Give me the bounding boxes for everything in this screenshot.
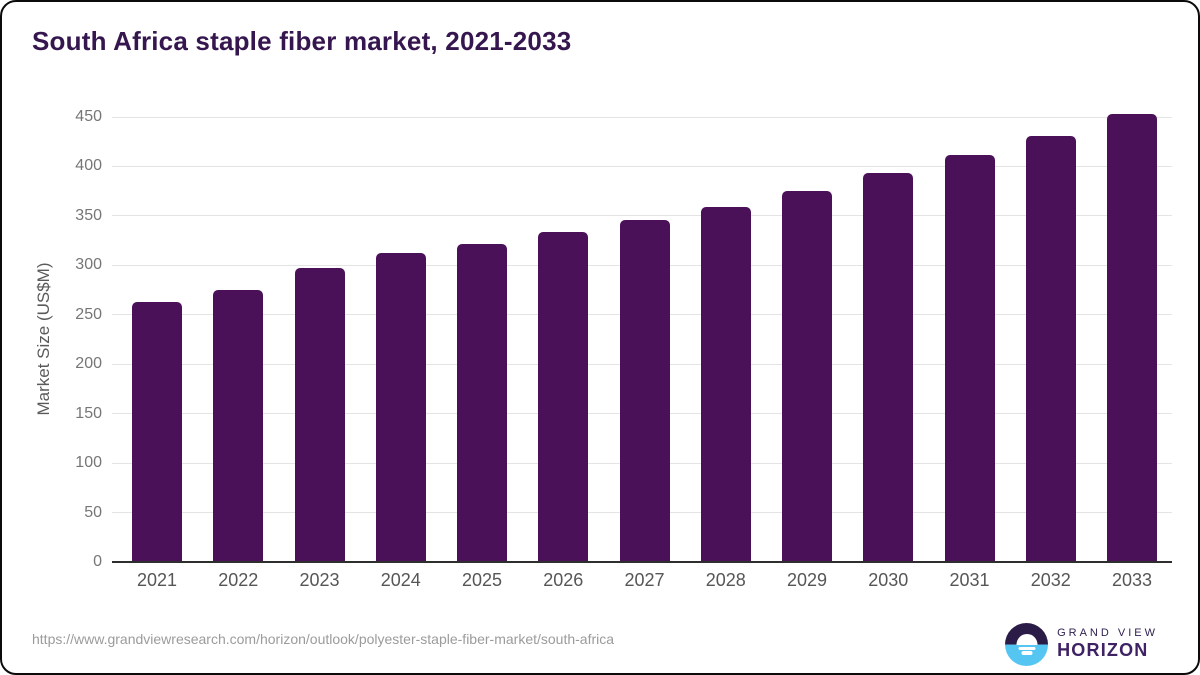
x-axis-label: 2029 (786, 570, 828, 590)
y-axis-tick-label: 50 (84, 503, 102, 521)
y-axis-tick-label: 450 (75, 108, 102, 125)
y-axis-tick-label: 250 (75, 305, 102, 323)
x-axis-label: 2023 (299, 570, 340, 590)
bar-2027 (619, 219, 670, 562)
x-axis-label: 2031 (949, 570, 990, 590)
x-axis-label: 2033 (1111, 570, 1153, 590)
bar-2025 (457, 243, 507, 562)
x-axis-label: 2026 (543, 570, 584, 590)
y-axis-tick-label: 300 (75, 256, 102, 274)
x-axis-label: 2028 (705, 570, 746, 590)
x-axis-label: 2030 (868, 570, 909, 590)
x-axis-label: 2022 (218, 570, 259, 590)
bar-2032 (1025, 135, 1076, 562)
grandview-horizon-logo: GRAND VIEW HORIZON (1005, 623, 1158, 666)
sun-reflection-bar-icon (1021, 651, 1033, 655)
source-url: https://www.grandviewresearch.com/horizo… (32, 631, 615, 647)
bar-2031 (944, 154, 995, 562)
y-axis-tick-label: 100 (75, 454, 102, 472)
gridline (112, 215, 1172, 217)
bar-2022 (213, 290, 264, 562)
sun-reflection-bar-icon (1018, 646, 1036, 651)
bars-row (112, 114, 1172, 562)
x-axis-label: 2025 (461, 570, 503, 590)
y-axis-tick-label: 0 (93, 553, 102, 570)
plot-area (112, 114, 1172, 563)
bar-2029 (782, 191, 832, 562)
x-axis-labels: 2021 2022 2023 2024 2025 2026 2027 2028 2029 2030… (112, 570, 1172, 596)
x-axis-label: 2024 (380, 570, 421, 590)
bar-2021 (132, 301, 182, 562)
y-axis-tick-label: 400 (75, 157, 102, 175)
bar-2024 (375, 253, 426, 562)
x-axis-label: 2021 (136, 570, 178, 590)
y-axis-tick-label: 200 (75, 355, 102, 373)
x-axis-line (112, 561, 1172, 563)
logo-text: GRAND VIEW HORIZON (1057, 627, 1158, 662)
bar-2026 (538, 231, 589, 562)
y-axis-tick-label: 350 (75, 206, 102, 224)
bar-2028 (700, 207, 751, 562)
x-axis-label: 2027 (624, 570, 665, 590)
gridline (112, 116, 1172, 118)
logo-text-horizon: HORIZON (1057, 640, 1149, 661)
x-axis-label: 2032 (1030, 570, 1071, 590)
bar-2023 (294, 268, 345, 562)
y-axis-tick-label: 150 (75, 404, 102, 422)
bar-2033 (1107, 114, 1157, 562)
y-axis-ticks: 0 50 100 150 200 250 300 350 400 450 (30, 109, 102, 570)
horizon-logo-icon (1005, 623, 1049, 666)
logo-text-grand-view: GRAND VIEW (1057, 627, 1158, 640)
gridline (112, 165, 1172, 167)
bar-2030 (863, 173, 914, 562)
sun-icon (1016, 634, 1038, 645)
chart-title: South Africa staple fiber market, 2021-2… (32, 26, 572, 56)
